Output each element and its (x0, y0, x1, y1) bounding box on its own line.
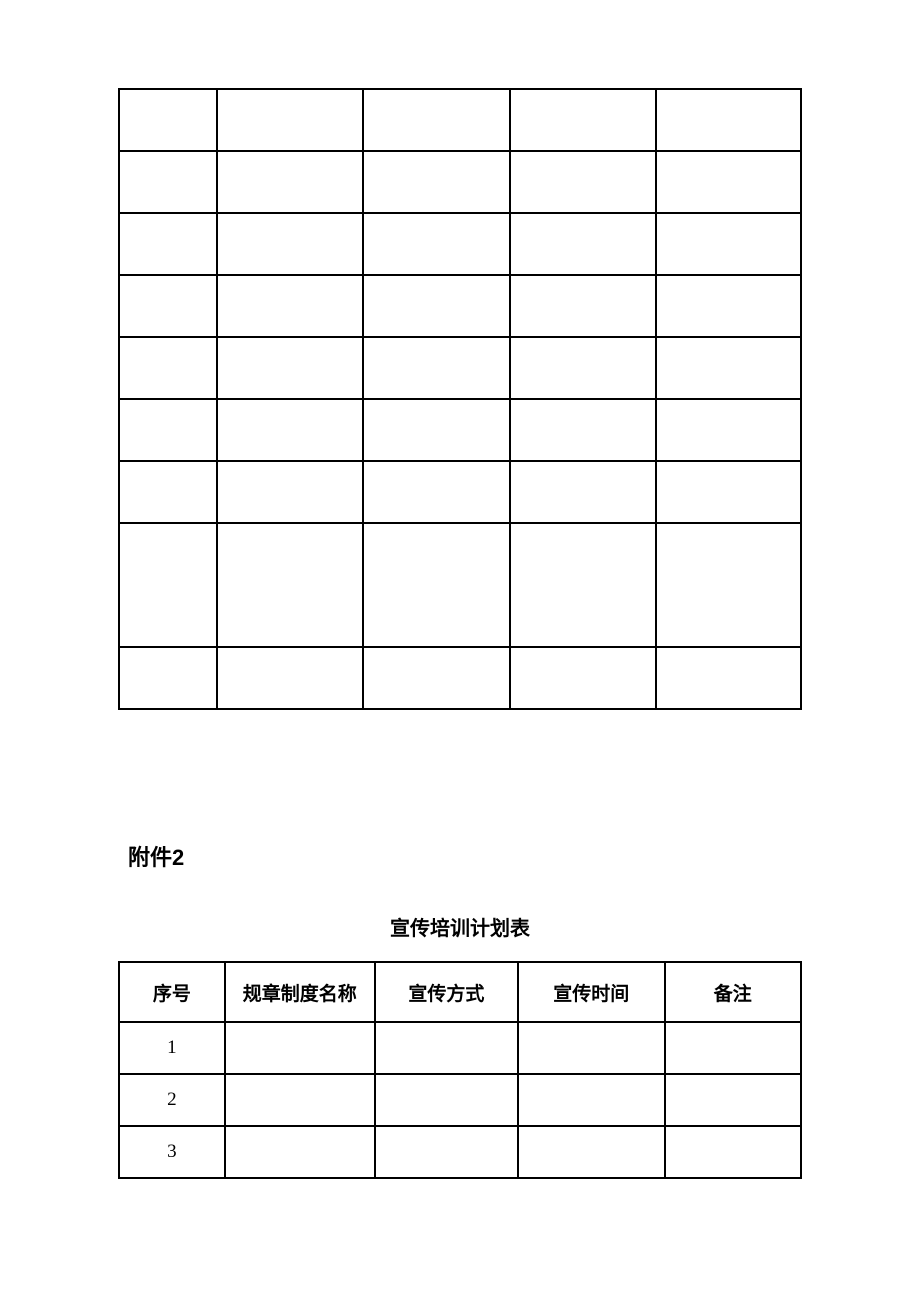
table2-header-cell: 序号 (119, 962, 225, 1022)
table-cell (363, 337, 510, 399)
table2-title: 宣传培训计划表 (118, 912, 802, 941)
table-cell (217, 399, 364, 461)
table-cell (363, 647, 510, 709)
table-cell (119, 89, 217, 151)
table-cell: 1 (119, 1022, 225, 1074)
table-row (119, 151, 801, 213)
table-cell (217, 151, 364, 213)
table-cell (665, 1126, 801, 1178)
table-cell (510, 523, 657, 647)
table-cell (510, 399, 657, 461)
table-cell (656, 523, 801, 647)
table-cell (119, 275, 217, 337)
table-cell (363, 523, 510, 647)
table-row (119, 275, 801, 337)
table2: 序号 规章制度名称 宣传方式 宣传时间 备注 1 2 (118, 961, 802, 1179)
table-row (119, 337, 801, 399)
table-cell (119, 523, 217, 647)
table2-header-row: 序号 规章制度名称 宣传方式 宣传时间 备注 (119, 962, 801, 1022)
table-cell (510, 89, 657, 151)
table-cell (217, 647, 364, 709)
table-cell (656, 151, 801, 213)
table-cell (518, 1022, 665, 1074)
table-cell (363, 213, 510, 275)
table-cell: 2 (119, 1074, 225, 1126)
table-cell (217, 337, 364, 399)
table-cell (119, 151, 217, 213)
table-cell (510, 275, 657, 337)
table-cell (375, 1126, 518, 1178)
table-cell (119, 461, 217, 523)
table-cell (375, 1074, 518, 1126)
table2-header-cell: 宣传时间 (518, 962, 665, 1022)
table-cell (656, 89, 801, 151)
table-cell (119, 337, 217, 399)
table-row (119, 399, 801, 461)
table-cell (510, 647, 657, 709)
table-cell (217, 461, 364, 523)
table-row (119, 647, 801, 709)
table-cell (656, 337, 801, 399)
table-cell (656, 399, 801, 461)
table-row: 1 (119, 1022, 801, 1074)
table2-header-cell: 宣传方式 (375, 962, 518, 1022)
table-cell (656, 275, 801, 337)
page-container: 附件2 宣传培训计划表 序号 规章制度名称 宣传方式 宣传时间 备注 1 (0, 0, 920, 1179)
table-cell (510, 461, 657, 523)
table-cell (656, 461, 801, 523)
table-cell (375, 1022, 518, 1074)
table2-header-cell: 备注 (665, 962, 801, 1022)
table-cell: 3 (119, 1126, 225, 1178)
table-cell (510, 213, 657, 275)
table-row (119, 461, 801, 523)
table-cell (518, 1126, 665, 1178)
table-row: 3 (119, 1126, 801, 1178)
table1 (118, 88, 802, 710)
table-cell (656, 213, 801, 275)
table-cell (363, 461, 510, 523)
table-cell (518, 1074, 665, 1126)
table-cell (225, 1022, 375, 1074)
table-row (119, 213, 801, 275)
table-cell (217, 275, 364, 337)
table-cell (217, 213, 364, 275)
table-cell (363, 399, 510, 461)
table-cell (665, 1074, 801, 1126)
table-cell (363, 89, 510, 151)
table-cell (510, 151, 657, 213)
table-cell (119, 213, 217, 275)
table-cell (217, 89, 364, 151)
table-row: 2 (119, 1074, 801, 1126)
table-cell (665, 1022, 801, 1074)
table-cell (225, 1074, 375, 1126)
table-cell (225, 1126, 375, 1178)
table-cell (119, 647, 217, 709)
table-cell (510, 337, 657, 399)
table-cell (363, 275, 510, 337)
table-row (119, 89, 801, 151)
table-cell (217, 523, 364, 647)
table-cell (119, 399, 217, 461)
table2-header-cell: 规章制度名称 (225, 962, 375, 1022)
table-cell (363, 151, 510, 213)
attachment-label: 附件2 (128, 840, 802, 872)
table-row (119, 523, 801, 647)
table-cell (656, 647, 801, 709)
